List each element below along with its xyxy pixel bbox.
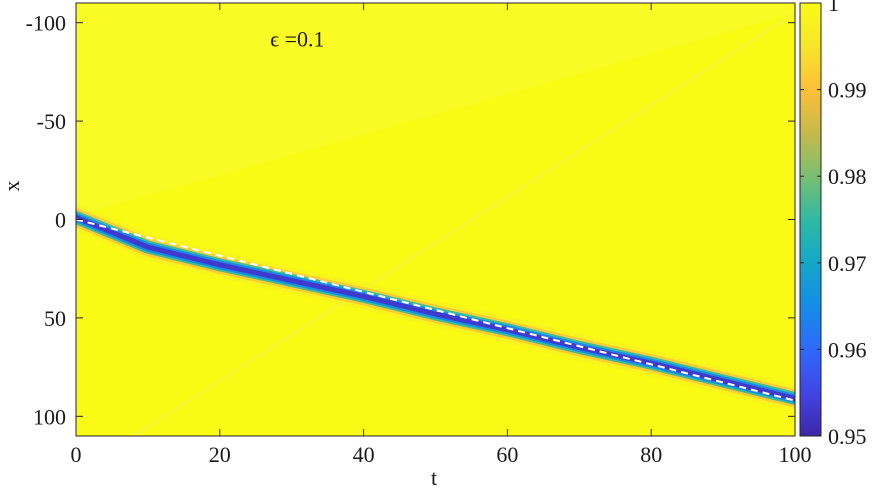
plot-area bbox=[75, 2, 796, 437]
y-tick-label: -50 bbox=[37, 109, 66, 134]
colorbar-tick-label: 0.99 bbox=[828, 78, 867, 103]
characteristic-line bbox=[133, 12, 795, 436]
epsilon-annotation: ϵ =0.1 bbox=[270, 26, 324, 51]
x-tick-label: 100 bbox=[779, 442, 812, 467]
wavefront-wedge bbox=[76, 3, 795, 216]
colorbar-tick-label: 0.96 bbox=[828, 337, 867, 362]
y-tick-label: 100 bbox=[33, 404, 66, 429]
colorbar-tick-label: 0.97 bbox=[828, 251, 867, 276]
colorbar-tick-label: 0.95 bbox=[828, 424, 867, 449]
x-axis: 0 20 40 60 80 100 bbox=[71, 3, 812, 467]
x-tick-label: 40 bbox=[353, 442, 375, 467]
y-tick-label: -100 bbox=[26, 11, 66, 36]
y-axis-label: x bbox=[0, 181, 24, 192]
x-axis-label: t bbox=[431, 465, 437, 490]
x-tick-label: 20 bbox=[209, 442, 231, 467]
colorbar: 0.95 0.96 0.97 0.98 0.99 1 bbox=[799, 0, 867, 449]
colorbar-gradient bbox=[799, 2, 822, 437]
x-tick-label: 60 bbox=[496, 442, 518, 467]
y-axis: -100 -50 0 50 100 bbox=[26, 11, 795, 429]
colorbar-tick-label: 1 bbox=[828, 0, 839, 16]
x-tick-label: 0 bbox=[71, 442, 82, 467]
trough-band-4 bbox=[76, 215, 795, 402]
x-tick-label: 80 bbox=[640, 442, 662, 467]
y-tick-label: 0 bbox=[55, 208, 66, 233]
colorbar-tick-label: 0.98 bbox=[828, 164, 867, 189]
dashed-fit-line bbox=[76, 218, 795, 402]
y-tick-label: 50 bbox=[44, 306, 66, 331]
